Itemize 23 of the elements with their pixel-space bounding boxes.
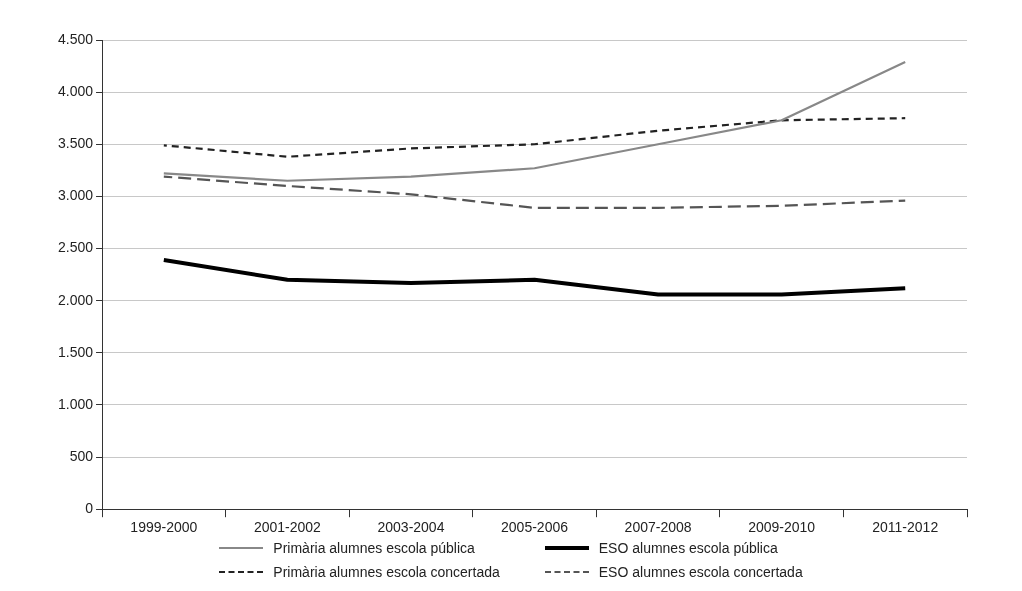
y-tick-label: 3.500 (57, 135, 94, 152)
x-tick-label: 1999-2000 (130, 519, 198, 536)
x-tick-label: 2009-2010 (748, 519, 816, 536)
y-tick-label: 2.500 (57, 239, 94, 256)
legend-label: ESO alumnes escola pública (598, 540, 778, 556)
x-tick-label: 2005-2006 (501, 519, 569, 536)
x-tick-label: 2001-2002 (253, 519, 322, 536)
y-tick-label: 500 (69, 447, 94, 464)
y-tick-label: 1.000 (57, 395, 94, 412)
y-tick-label: 0 (85, 500, 94, 517)
x-tick-label: 2007-2008 (624, 519, 692, 536)
y-tick-label: 4.500 (57, 30, 94, 47)
line-series (162, 117, 907, 158)
line-series (162, 175, 907, 209)
legend-label: Primària alumnes escola concertada (273, 564, 500, 580)
legend-label: Primària alumnes escola pública (273, 540, 475, 556)
y-tick-label: 1.500 (57, 343, 94, 360)
y-tick-label: 3.000 (57, 187, 94, 204)
y-tick-label: 2.000 (57, 291, 94, 308)
x-tick-label: 2003-2004 (377, 519, 445, 536)
x-tick-label: 2011-2012 (872, 519, 939, 536)
y-tick-label: 4.000 (57, 82, 94, 99)
legend-label: ESO alumnes escola concertada (598, 564, 803, 580)
